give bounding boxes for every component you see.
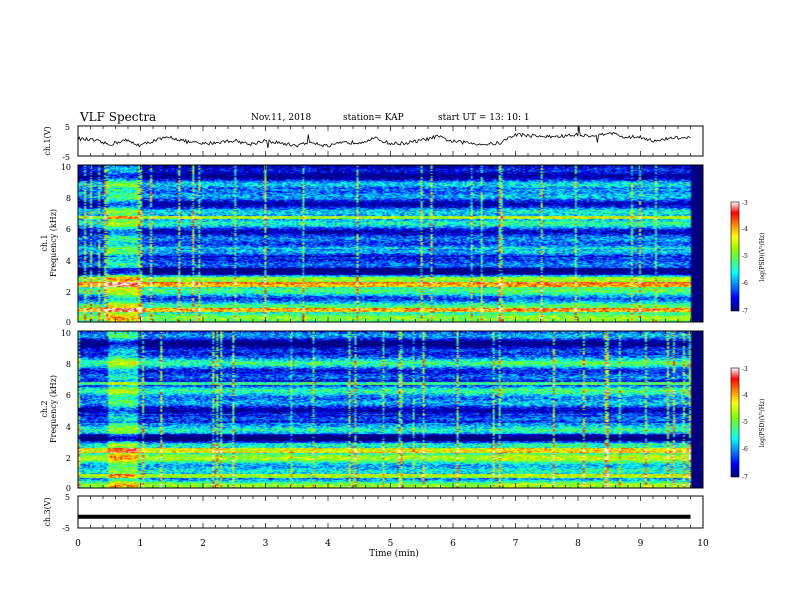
start-time-label: start UT = 13: 10: 1 [438,113,530,123]
ch1-ytick-8: 8 [66,194,71,203]
ch3-frame [77,495,704,529]
ch2-cb-tick-4: -4 [742,392,748,399]
ch2-cb-tick-5: -5 [742,419,748,426]
x-tick-label-4: 4 [325,539,331,549]
x-tick-label-2: 2 [200,539,206,549]
ch2-colorbar-label: log(PSD)(V²/Hz) [759,399,766,448]
ch1-ytick-6: 6 [66,225,71,234]
ch1-ylabel: ch.1(V) [43,126,52,155]
ch2-cb-tick-6: -6 [742,446,748,453]
figure-title: VLF Spectra [80,110,157,124]
ch2-channel-label: ch.2 [40,400,49,417]
ch1-spectrogram [78,165,703,322]
x-axis-label: Time (min) [369,548,419,559]
ch3-ytick-top: 5 [65,493,70,502]
ch1-channel-label: ch.1 [40,234,49,251]
x-tick-label-3: 3 [263,539,269,549]
ch2-cb-tick-7: -7 [742,474,748,481]
ch3-panel: 5 -5 ch.3(V) [43,493,704,533]
ch3-ylabel: ch.3(V) [43,497,52,526]
ch1-cb-tick-4: -4 [742,226,748,233]
x-tick-label-1: 1 [138,539,144,549]
ch1-spectrogram-panel: 10 8 6 4 2 0 ch.1 Frequency (kHz) -3 -4 … [40,163,766,327]
spec2-image [78,331,703,488]
x-tick-label-5: 5 [388,539,394,549]
ch3-ytick-bottom: -5 [62,524,70,533]
x-tick-label-8: 8 [575,539,581,549]
ch1-ytick-4: 4 [66,257,71,266]
ch2-colorbar [730,367,740,478]
x-axis-ticks [77,126,704,528]
ch2-spectrogram [78,331,703,488]
ch1-ytick-2: 2 [66,288,71,297]
ch1-panel: 5 -5 ch.1(V) [43,123,704,162]
ch2-freq-label: Frequency (kHz) [49,375,58,443]
ch1-ytick-0: 0 [66,318,71,327]
x-tick-label-0: 0 [75,539,81,549]
ch1-freq-label: Frequency (kHz) [49,209,58,277]
ch1-ytick-top: 5 [65,123,70,132]
ch2-ytick-4: 4 [66,423,71,432]
ch1-colorbar [730,201,740,312]
ch2-ytick-2: 2 [66,454,71,463]
x-tick-label-10: 10 [697,539,709,549]
ch1-cb-tick-5: -5 [742,253,748,260]
ch1-colorbar-label: log(PSD)(V²/Hz) [759,233,766,282]
x-tick-label-9: 9 [638,539,644,549]
ch1-ytick-10: 10 [61,163,71,172]
ch2-ytick-10: 10 [61,329,71,338]
ch1-cb-tick-7: -7 [742,308,748,315]
ch1-series-line [77,126,691,149]
x-axis-tick-labels: 0 1 2 3 4 5 6 7 8 9 10 [75,539,709,549]
ch1-cb-tick-6: -6 [742,280,748,287]
x-tick-label-6: 6 [450,539,456,549]
ch2-ytick-0: 0 [66,484,71,493]
ch1-ytick-bottom: -5 [62,153,70,162]
ch2-cb-tick-3: -3 [742,366,748,373]
ch2-ytick-8: 8 [66,360,71,369]
spec1-image [78,165,703,322]
ch1-cb-tick-3: -3 [742,200,748,207]
ch2-spectrogram-panel: 10 8 6 4 2 0 ch.2 Frequency (kHz) -3 -4 … [40,329,766,493]
station-label: station= KAP [343,113,404,123]
x-tick-label-7: 7 [513,539,519,549]
date-label: Nov.11, 2018 [251,113,312,123]
ch2-ytick-6: 6 [66,391,71,400]
